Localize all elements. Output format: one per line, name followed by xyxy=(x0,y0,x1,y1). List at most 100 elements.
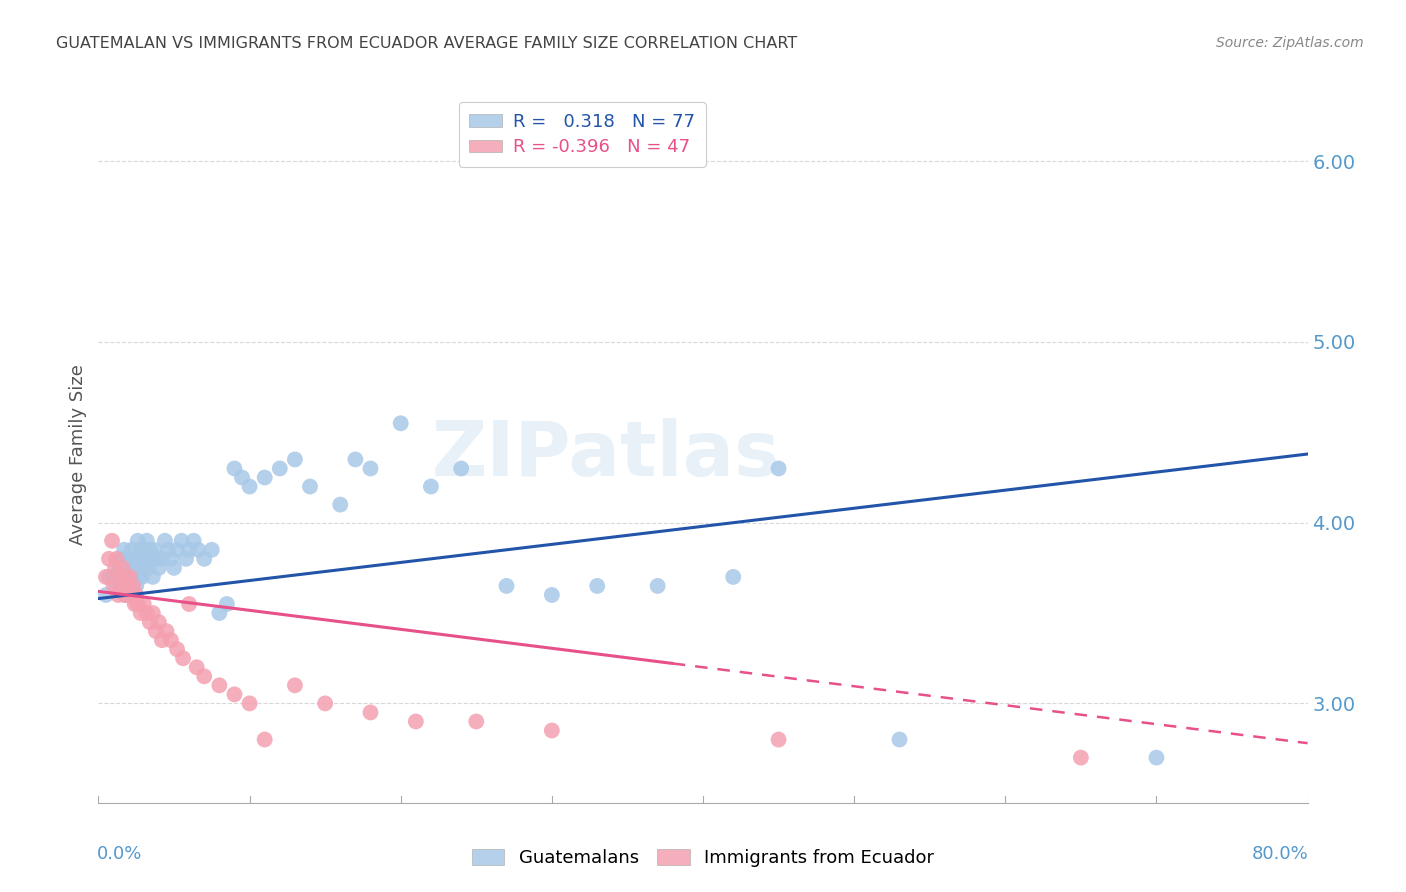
Point xyxy=(121,588,143,602)
Point xyxy=(174,551,197,566)
Point xyxy=(136,561,159,575)
Point xyxy=(889,732,911,747)
Point xyxy=(115,551,138,566)
Point xyxy=(114,570,136,584)
Point xyxy=(179,597,201,611)
Point xyxy=(103,579,125,593)
Point xyxy=(98,551,121,566)
Point xyxy=(125,561,148,575)
Point xyxy=(98,570,121,584)
Point xyxy=(135,606,157,620)
Point xyxy=(129,542,152,557)
Point xyxy=(139,542,162,557)
Point xyxy=(120,579,142,593)
Point xyxy=(231,470,253,484)
Point xyxy=(105,551,128,566)
Point xyxy=(329,498,352,512)
Point xyxy=(179,542,201,557)
Point xyxy=(183,533,205,548)
Point xyxy=(128,570,150,584)
Point xyxy=(360,461,382,475)
Point xyxy=(127,533,149,548)
Point xyxy=(156,542,179,557)
Point xyxy=(132,561,155,575)
Point xyxy=(344,452,367,467)
Point xyxy=(114,588,136,602)
Text: ZIPatlas: ZIPatlas xyxy=(432,418,780,491)
Point xyxy=(768,461,790,475)
Point xyxy=(142,570,165,584)
Legend: R =   0.318   N = 77, R = -0.396   N = 47: R = 0.318 N = 77, R = -0.396 N = 47 xyxy=(458,103,706,167)
Point xyxy=(360,706,382,720)
Point xyxy=(124,597,146,611)
Point xyxy=(186,660,208,674)
Point xyxy=(1070,750,1092,764)
Point xyxy=(187,542,209,557)
Text: 80.0%: 80.0% xyxy=(1251,845,1309,863)
Point xyxy=(101,533,124,548)
Point xyxy=(208,678,231,692)
Point xyxy=(193,551,215,566)
Point xyxy=(141,551,163,566)
Point xyxy=(94,588,117,602)
Point xyxy=(201,542,224,557)
Point xyxy=(450,461,472,475)
Point xyxy=(103,570,125,584)
Point xyxy=(139,615,162,629)
Point xyxy=(122,579,145,593)
Point xyxy=(253,732,276,747)
Text: 0.0%: 0.0% xyxy=(97,845,142,863)
Point xyxy=(110,579,132,593)
Point xyxy=(155,624,177,639)
Point xyxy=(124,570,146,584)
Point xyxy=(128,551,150,566)
Point xyxy=(239,479,262,493)
Point xyxy=(142,606,165,620)
Point xyxy=(118,588,141,602)
Point xyxy=(135,533,157,548)
Point xyxy=(495,579,517,593)
Point xyxy=(122,561,145,575)
Point xyxy=(586,579,609,593)
Point xyxy=(112,588,135,602)
Point xyxy=(465,714,488,729)
Point xyxy=(110,551,132,566)
Point xyxy=(108,570,131,584)
Point xyxy=(148,561,170,575)
Point xyxy=(420,479,443,493)
Point xyxy=(166,642,188,657)
Point xyxy=(540,588,562,602)
Point xyxy=(269,461,291,475)
Point xyxy=(127,597,149,611)
Point xyxy=(122,579,145,593)
Point xyxy=(132,597,155,611)
Point xyxy=(1144,750,1167,764)
Point xyxy=(166,542,188,557)
Point xyxy=(768,732,790,747)
Point xyxy=(389,417,412,431)
Point xyxy=(314,697,336,711)
Point xyxy=(723,570,745,584)
Legend: Guatemalans, Immigrants from Ecuador: Guatemalans, Immigrants from Ecuador xyxy=(465,841,941,874)
Point xyxy=(208,606,231,620)
Point xyxy=(118,561,141,575)
Point xyxy=(160,551,183,566)
Text: GUATEMALAN VS IMMIGRANTS FROM ECUADOR AVERAGE FAMILY SIZE CORRELATION CHART: GUATEMALAN VS IMMIGRANTS FROM ECUADOR AV… xyxy=(56,36,797,51)
Point xyxy=(193,669,215,683)
Text: Source: ZipAtlas.com: Source: ZipAtlas.com xyxy=(1216,36,1364,50)
Point xyxy=(112,542,135,557)
Point xyxy=(118,570,141,584)
Point xyxy=(143,542,166,557)
Point xyxy=(108,561,131,575)
Point xyxy=(540,723,562,738)
Point xyxy=(224,461,246,475)
Point xyxy=(145,624,167,639)
Point xyxy=(115,579,138,593)
Point xyxy=(105,579,128,593)
Point xyxy=(121,551,143,566)
Point xyxy=(127,551,149,566)
Point xyxy=(111,561,134,575)
Point xyxy=(284,678,307,692)
Point xyxy=(299,479,322,493)
Point xyxy=(129,561,152,575)
